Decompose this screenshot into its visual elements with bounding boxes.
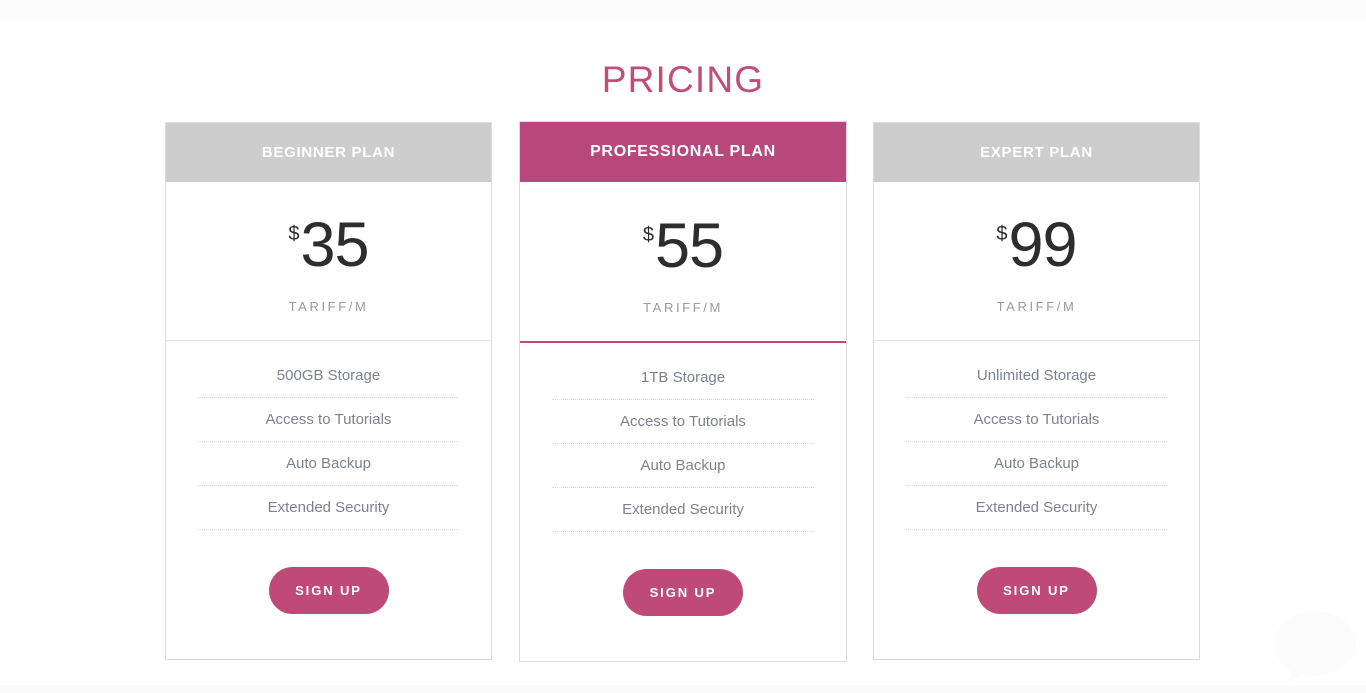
list-item: Access to Tutorials bbox=[552, 400, 814, 444]
currency-symbol: $ bbox=[996, 223, 1008, 245]
feature-list: 500GB Storage Access to Tutorials Auto B… bbox=[166, 341, 491, 530]
plan-header-beginner: BEGINNER PLAN bbox=[166, 123, 491, 182]
list-item: 1TB Storage bbox=[552, 369, 814, 400]
price: $ 55 bbox=[642, 210, 724, 281]
list-item: Unlimited Storage bbox=[906, 367, 1167, 398]
list-item: Extended Security bbox=[552, 488, 814, 532]
sign-up-button[interactable]: SIGN UP bbox=[976, 567, 1097, 614]
price-block: $ 55 TARIFF/M bbox=[520, 182, 846, 343]
list-item: Auto Backup bbox=[906, 442, 1167, 486]
billing-period-label: TARIFF/M bbox=[288, 299, 369, 314]
currency-symbol: $ bbox=[288, 223, 300, 245]
billing-period-label: TARIFF/M bbox=[643, 299, 723, 315]
billing-period-label: TARIFF/M bbox=[996, 299, 1077, 314]
price-block: $ 35 TARIFF/M bbox=[166, 182, 491, 341]
cta-container: SIGN UP bbox=[874, 567, 1199, 614]
pricing-card-professional[interactable]: PROFESSIONAL PLAN $ 55 TARIFF/M 1TB Stor… bbox=[519, 121, 847, 662]
list-item: Extended Security bbox=[198, 486, 459, 530]
sign-up-button[interactable]: SIGN UP bbox=[623, 569, 743, 616]
feature-list: Unlimited Storage Access to Tutorials Au… bbox=[874, 341, 1199, 530]
plan-header-professional: PROFESSIONAL PLAN bbox=[520, 122, 846, 182]
list-item: Access to Tutorials bbox=[198, 398, 459, 442]
sign-up-button[interactable]: SIGN UP bbox=[268, 567, 389, 614]
price-amount: 35 bbox=[300, 210, 370, 280]
pricing-card-list: BEGINNER PLAN $ 35 TARIFF/M 500GB Storag… bbox=[0, 121, 1366, 666]
price-block: $ 99 TARIFF/M bbox=[874, 182, 1199, 341]
plan-header-expert: EXPERT PLAN bbox=[874, 123, 1199, 182]
pricing-card-expert[interactable]: EXPERT PLAN $ 99 TARIFF/M Unlimited Stor… bbox=[873, 122, 1200, 660]
price: $ 35 bbox=[288, 210, 370, 280]
feature-list: 1TB Storage Access to Tutorials Auto Bac… bbox=[520, 343, 846, 532]
list-item: Auto Backup bbox=[552, 444, 814, 488]
bottom-background-band bbox=[0, 685, 1366, 693]
currency-symbol: $ bbox=[642, 223, 655, 246]
list-item: Extended Security bbox=[906, 486, 1167, 530]
price-amount: 55 bbox=[655, 210, 724, 281]
cta-container: SIGN UP bbox=[166, 567, 491, 614]
plan-name: PROFESSIONAL PLAN bbox=[590, 143, 776, 160]
plan-name: BEGINNER PLAN bbox=[261, 144, 396, 161]
page-title: PRICING bbox=[601, 58, 765, 100]
price: $ 99 bbox=[996, 210, 1078, 280]
price-amount: 99 bbox=[1008, 210, 1078, 280]
top-background-band bbox=[0, 0, 1366, 22]
pricing-card-beginner[interactable]: BEGINNER PLAN $ 35 TARIFF/M 500GB Storag… bbox=[165, 122, 492, 660]
list-item: 500GB Storage bbox=[198, 367, 459, 398]
list-item: Auto Backup bbox=[198, 442, 459, 486]
list-item: Access to Tutorials bbox=[906, 398, 1167, 442]
cta-container: SIGN UP bbox=[520, 569, 846, 616]
plan-name: EXPERT PLAN bbox=[980, 144, 1093, 161]
